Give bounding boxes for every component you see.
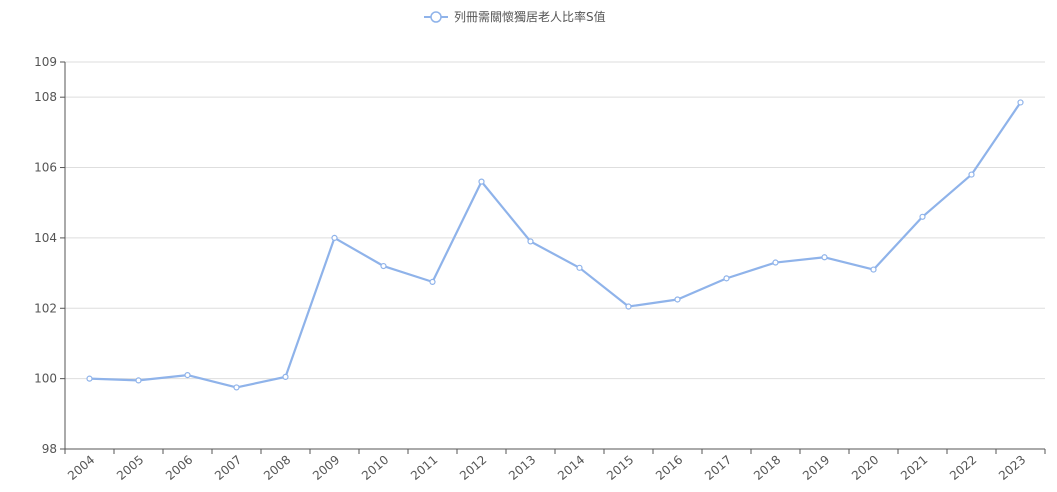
x-tick-label-2021: 2021 (898, 453, 930, 483)
x-tick-label-2009: 2009 (310, 453, 342, 483)
data-point-2006[interactable] (184, 372, 191, 379)
axes: 98 100 102 104 106 108 109 2004 2005 2006 2007 2008… (34, 55, 1046, 483)
x-tick-label-2018: 2018 (751, 453, 783, 483)
y-tick-label-100: 100 (34, 372, 57, 386)
y-tick-label-109: 109 (34, 55, 57, 69)
x-tick-label-2019: 2019 (800, 453, 832, 483)
x-tick-label-2010: 2010 (359, 453, 391, 483)
series-line (89, 101, 1022, 389)
y-tick-label-106: 106 (34, 161, 57, 175)
grid-lines (65, 61, 1045, 380)
data-point-2008[interactable] (282, 373, 289, 380)
data-point-2014[interactable] (576, 264, 583, 271)
data-point-2005[interactable] (135, 377, 142, 384)
data-point-2004[interactable] (86, 375, 93, 382)
x-tick-label-2023: 2023 (996, 453, 1028, 483)
x-tick-label-2004: 2004 (65, 453, 97, 483)
data-point-2017[interactable] (723, 275, 730, 282)
x-tick-label-2005: 2005 (114, 453, 146, 483)
data-point-2011[interactable] (429, 278, 436, 285)
x-tick-label-2012: 2012 (457, 453, 489, 483)
data-points (86, 99, 1024, 391)
x-tick-label-2008: 2008 (261, 453, 293, 483)
legend-series-label: 列冊需關懷獨居老人比率S值 (454, 9, 606, 24)
x-tick-label-2014: 2014 (555, 453, 587, 483)
x-tick-label-2020: 2020 (849, 453, 881, 483)
data-point-2018[interactable] (772, 259, 779, 266)
x-tick-label-2022: 2022 (947, 453, 979, 483)
y-tick-label-108: 108 (34, 90, 57, 104)
data-point-2007[interactable] (233, 384, 240, 391)
x-tick-label-2007: 2007 (212, 453, 244, 483)
data-point-2023[interactable] (1017, 99, 1024, 106)
data-point-2009[interactable] (331, 234, 338, 242)
data-point-2010[interactable] (380, 262, 387, 270)
x-tick-label-2006: 2006 (163, 453, 195, 483)
x-tick-label-2016: 2016 (653, 453, 685, 483)
data-point-2022[interactable] (968, 171, 975, 178)
legend-marker-icon (430, 11, 442, 23)
x-tick-label-2015: 2015 (604, 453, 636, 483)
data-point-2015[interactable] (625, 303, 632, 310)
data-point-2019[interactable] (821, 254, 828, 261)
data-point-2016[interactable] (674, 296, 681, 303)
x-tick-label-2011: 2011 (408, 453, 440, 483)
series-line-layer (89, 101, 1022, 389)
x-tick-label-2013: 2013 (506, 453, 538, 483)
data-point-2020[interactable] (870, 266, 877, 273)
y-tick-label-98: 98 (42, 442, 57, 456)
data-point-2021[interactable] (919, 213, 926, 220)
y-tick-label-104: 104 (34, 231, 57, 245)
y-tick-label-102: 102 (34, 301, 57, 315)
data-point-2012[interactable] (478, 178, 485, 185)
legend[interactable]: 列冊需關懷獨居老人比率S值 (424, 9, 606, 24)
data-point-2013[interactable] (527, 238, 534, 245)
x-tick-label-2017: 2017 (702, 453, 734, 483)
